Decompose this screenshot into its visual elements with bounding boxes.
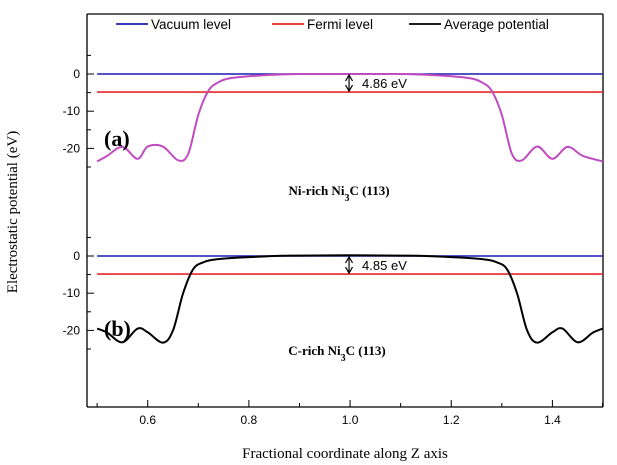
gap-label: 4.85 eV: [362, 258, 407, 273]
gap-arrow: [345, 255, 354, 275]
y-tick-label: -10: [63, 286, 81, 300]
legend-label-vacuum: Vacuum level: [151, 17, 231, 32]
panels: 0 -10 -20 4.86 eV (a) Ni-rich Ni3C (113) 0 -10 -…: [63, 54, 604, 364]
x-axis-label: Fractional coordinate along Z axis: [242, 446, 448, 462]
legend-label-average: Average potential: [444, 17, 549, 32]
x-tick-label: 0.8: [241, 413, 258, 427]
panel-label: (b): [104, 316, 131, 341]
material-label: Ni-rich Ni3C (113): [288, 183, 389, 204]
y-axis-label: Electrostatic potential (eV): [5, 131, 21, 293]
gap-arrow-head-up: [345, 255, 354, 264]
panel-label: (a): [104, 126, 130, 151]
y-tick-label: -20: [63, 323, 81, 337]
y-tick-label: 0: [73, 67, 80, 81]
gap-arrow: [345, 73, 354, 93]
y-tick-label: -10: [63, 104, 81, 118]
panel-a: 0 -10 -20 4.86 eV (a) Ni-rich Ni3C (113): [63, 54, 604, 204]
legend-label-fermi: Fermi level: [307, 17, 373, 32]
gap-arrow-head-down: [345, 266, 354, 275]
material-label: C-rich Ni3C (113): [288, 343, 385, 364]
x-tick-label: 1.4: [544, 413, 561, 427]
average-potential-curve: [96, 254, 604, 344]
x-tick-label: 1.0: [342, 413, 359, 427]
average-potential-curve: [96, 72, 604, 163]
x-ticks: 0.6 0.8 1.0 1.2 1.4: [96, 400, 603, 427]
gap-arrow-head-up: [345, 73, 354, 82]
x-tick-label: 1.2: [443, 413, 460, 427]
panel-b: 0 -10 -20 4.85 eV (b) C-rich Ni3C (113): [63, 236, 604, 364]
x-tick-label: 0.6: [139, 413, 156, 427]
gap-label: 4.86 eV: [362, 76, 407, 91]
y-tick-label: 0: [73, 249, 80, 263]
y-tick-label: -20: [63, 141, 81, 155]
legend: Vacuum level Fermi level Average potenti…: [116, 17, 549, 32]
gap-arrow-head-down: [345, 84, 354, 93]
